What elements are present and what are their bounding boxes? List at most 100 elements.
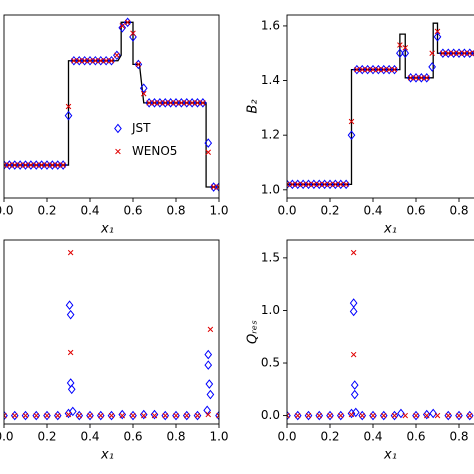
weno5-marker xyxy=(391,412,398,419)
jst-marker xyxy=(96,55,105,66)
weno5-marker xyxy=(119,23,126,29)
weno5-marker xyxy=(44,162,50,168)
weno5-marker xyxy=(407,75,414,81)
jst-marker xyxy=(139,83,148,94)
jst-marker xyxy=(86,55,94,66)
jst-marker xyxy=(390,64,399,75)
weno5-marker xyxy=(359,66,366,73)
jst-marker xyxy=(150,98,159,108)
weno5-marker xyxy=(364,66,371,73)
x-tick-label: 0.0 xyxy=(0,430,14,444)
jst-marker xyxy=(379,64,388,75)
jst-marker xyxy=(287,179,291,190)
jst-marker xyxy=(86,410,94,421)
jst-marker xyxy=(68,406,77,417)
x-tick-label: 0.2 xyxy=(37,204,56,218)
jst-marker xyxy=(429,408,438,419)
weno5-marker xyxy=(151,100,158,106)
jst-marker xyxy=(182,410,191,421)
weno5-marker xyxy=(456,50,462,56)
weno5-marker xyxy=(210,184,217,190)
jst-marker xyxy=(428,62,436,72)
weno5-marker xyxy=(44,412,50,419)
weno5-marker xyxy=(71,57,77,64)
jst-marker xyxy=(199,98,207,108)
jst-marker xyxy=(315,410,324,421)
jst-marker xyxy=(107,55,116,66)
jst-marker xyxy=(465,48,474,59)
x-tick-label: 0.8 xyxy=(449,204,468,218)
jst-marker xyxy=(385,64,393,75)
x-tick-label: 0.8 xyxy=(166,430,185,444)
jst-marker xyxy=(70,55,78,66)
weno5-marker xyxy=(440,50,446,56)
weno5-marker xyxy=(380,66,387,73)
jst-marker xyxy=(406,73,415,83)
weno5-marker xyxy=(413,412,419,419)
plot-area xyxy=(4,17,219,192)
weno5-marker xyxy=(4,162,7,168)
jst-marker xyxy=(455,410,463,421)
y-tick-label: 0.5 xyxy=(261,356,280,370)
weno5-marker xyxy=(97,57,104,64)
jst-marker xyxy=(444,410,453,421)
jst-marker xyxy=(449,48,458,59)
jst-marker xyxy=(363,64,372,75)
weno5-marker xyxy=(194,100,201,106)
jst-marker xyxy=(204,138,213,148)
exact-line xyxy=(287,22,474,185)
jst-marker xyxy=(4,160,8,170)
weno5-marker xyxy=(413,75,419,81)
weno5-marker xyxy=(167,100,174,106)
weno5-marker xyxy=(434,412,441,419)
weno5-marker xyxy=(6,162,13,168)
jst-marker xyxy=(390,410,399,421)
x-tick-label: 0.8 xyxy=(449,430,468,444)
legend-label: WENO5 xyxy=(132,144,178,158)
jst-marker xyxy=(65,300,74,310)
plot-area xyxy=(287,22,474,190)
x-axis-label: x₁ xyxy=(383,448,397,463)
weno5-marker xyxy=(359,412,366,419)
jst-marker xyxy=(288,179,297,190)
jst-marker xyxy=(396,48,404,59)
jst-marker xyxy=(172,410,180,421)
weno5-marker xyxy=(418,75,425,81)
weno5-marker xyxy=(97,412,104,419)
weno5-marker xyxy=(391,66,398,73)
jst-marker xyxy=(401,48,410,59)
weno5-marker xyxy=(370,412,376,419)
jst-marker xyxy=(310,179,318,190)
weno5-marker xyxy=(173,412,179,419)
jst-marker xyxy=(66,309,75,320)
x-axis-label: x₁ xyxy=(383,222,397,237)
weno5-marker xyxy=(119,412,126,419)
jst-marker xyxy=(351,407,360,418)
jst-marker xyxy=(193,410,202,421)
jst-marker xyxy=(172,98,180,108)
exact-line xyxy=(4,21,219,188)
plot-area xyxy=(4,249,219,421)
jst-marker xyxy=(37,160,46,170)
weno5-marker xyxy=(108,57,115,64)
weno5-marker xyxy=(67,249,74,256)
jst-marker xyxy=(293,179,302,190)
jst-marker xyxy=(349,298,358,308)
jst-marker xyxy=(350,380,359,390)
legend-label: JST xyxy=(131,121,151,135)
jst-marker xyxy=(304,179,313,190)
weno5-marker xyxy=(311,181,317,188)
weno5-marker xyxy=(60,162,66,168)
weno5-marker xyxy=(216,184,219,190)
weno5-marker xyxy=(189,100,195,106)
jst-marker xyxy=(353,64,361,75)
weno5-marker xyxy=(87,57,93,64)
jst-marker xyxy=(412,410,420,421)
y-tick-label: 1.6 xyxy=(261,18,280,32)
weno5-marker xyxy=(157,100,163,106)
weno5-marker xyxy=(151,412,158,419)
weno5-marker xyxy=(108,412,115,419)
weno5-marker xyxy=(22,162,29,168)
jst-marker xyxy=(465,410,474,421)
